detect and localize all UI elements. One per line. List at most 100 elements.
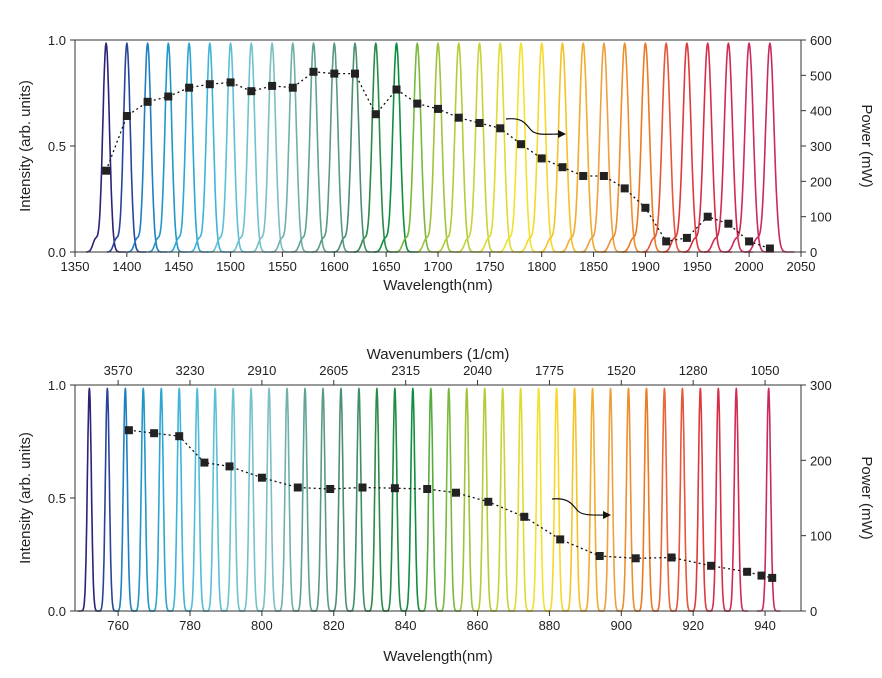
bottom-spectrum-peak: [562, 387, 587, 612]
bottom-y-tick-label: 0.5: [48, 491, 66, 506]
top-x-tick-label: 1350: [61, 259, 90, 274]
top-x-tick-label: 1650: [372, 259, 401, 274]
bottom-spectrum-peak: [166, 387, 192, 612]
bottom-power-point: [423, 485, 432, 493]
bottom-x-tick-label: 900: [610, 618, 632, 633]
top-power-point: [392, 85, 401, 94]
top-power-point: [330, 69, 339, 78]
bottom-spectrum-peak: [688, 387, 713, 612]
bottom-x2-tick-label: 1520: [607, 363, 636, 378]
top-spectrum-peak: [250, 42, 294, 253]
top-spectrum-peak: [271, 42, 315, 253]
bottom-axes: 760 780 800 820 840 860 880 900 920 940 0.0 0.5 1.0 0…: [48, 363, 832, 633]
bottom-x2-tick-label: 1775: [535, 363, 564, 378]
bottom-spectrum-peak: [580, 387, 605, 612]
top-y2-tick-label: 100: [810, 210, 832, 225]
bottom-power-point: [175, 432, 184, 441]
top-x-tick-label: 1700: [424, 259, 453, 274]
bottom-spectra-traces: [77, 387, 781, 612]
bottom-spectrum-peak: [202, 387, 228, 612]
bottom-power-point: [743, 567, 752, 576]
top-y2-tick-label: 400: [810, 104, 832, 119]
top-power-point: [288, 83, 297, 92]
top-y-tick-label: 0.5: [48, 139, 66, 154]
top-x-tick-label: 1800: [527, 259, 556, 274]
top-y-tick-label: 0.0: [48, 245, 66, 260]
bottom-spectrum-peak: [95, 387, 120, 612]
bottom-spectrum-peak: [400, 387, 426, 612]
bottom-spectrum-peak: [238, 387, 264, 612]
top-x-tick-label: 1850: [579, 259, 608, 274]
top-power-point: [454, 113, 463, 122]
top-x-tick-label: 1500: [216, 259, 245, 274]
top-power-point: [205, 80, 214, 89]
top-x-tick-label: 2050: [787, 259, 816, 274]
top-power-point: [579, 172, 588, 180]
bottom-x2-axis-label: Wavenumbers (1/cm): [367, 346, 510, 363]
top-power-point: [309, 67, 318, 76]
bottom-spectrum-peak: [184, 387, 210, 612]
bottom-x-tick-label: 800: [251, 618, 273, 633]
top-power-point: [745, 237, 754, 246]
top-power-point: [351, 69, 359, 78]
top-power-point: [434, 104, 442, 113]
bottom-power-point: [293, 483, 302, 492]
bottom-power-point: [150, 429, 159, 438]
bottom-x2-tick-label: 2605: [319, 363, 348, 378]
bottom-y2-axis-label: Power (mW): [858, 456, 875, 539]
top-y2-tick-label: 500: [810, 68, 832, 83]
top-y2-tick-label: 0: [810, 245, 817, 260]
bottom-spectrum-peak: [220, 387, 246, 612]
bottom-spectrum-peak: [706, 387, 731, 612]
bottom-power-point: [707, 561, 716, 570]
top-x-axis-label: Wavelength(nm): [383, 277, 492, 294]
bottom-y-tick-label: 1.0: [48, 378, 66, 393]
top-y2-tick-label: 200: [810, 174, 832, 189]
top-y2-tick-label: 300: [810, 139, 832, 154]
top-x-tick-label: 1450: [164, 259, 193, 274]
top-power-point: [475, 119, 484, 127]
bottom-spectrum-peak: [131, 387, 156, 612]
top-panel: 1350 1400 1450 1500 1550 1600 1650 1700 1750 1800…: [17, 33, 875, 294]
top-x-tick-label: 1750: [475, 259, 504, 274]
bottom-spectrum-peak: [310, 387, 336, 612]
top-x-tick-label: 1600: [320, 259, 349, 274]
bottom-spectrum-peak: [382, 387, 408, 612]
top-power-point: [620, 184, 629, 193]
bottom-spectrum-peak: [148, 387, 174, 612]
top-x-tick-label: 2000: [735, 259, 764, 274]
bottom-x2-tick-label: 2315: [391, 363, 420, 378]
top-power-point: [641, 203, 650, 212]
bottom-x2-tick-label: 1050: [751, 363, 780, 378]
top-spectrum-peak: [374, 42, 419, 253]
bottom-spectrum-peak: [328, 387, 354, 612]
top-power-point: [682, 233, 691, 242]
top-power-point: [247, 87, 256, 96]
bottom-y2-tick-label: 0: [810, 604, 817, 619]
top-x-tick-label: 1400: [112, 259, 141, 274]
bottom-spectrum-peak: [346, 387, 372, 612]
bottom-spectrum-peak: [364, 387, 390, 612]
bottom-x-axis-label: Wavelength(nm): [383, 648, 492, 665]
top-power-point: [413, 99, 422, 108]
bottom-power-point: [257, 473, 266, 482]
top-power-point: [599, 172, 608, 180]
bottom-x2-tick-label: 2040: [463, 363, 492, 378]
bottom-spectrum-peak: [256, 387, 282, 612]
bottom-power-series: [124, 426, 777, 582]
bottom-spectrum-peak: [418, 387, 444, 612]
bottom-power-point: [595, 552, 604, 560]
top-spectrum-peak: [353, 42, 398, 253]
bottom-x-tick-label: 920: [682, 618, 704, 633]
bottom-x-tick-label: 780: [179, 618, 201, 633]
top-power-point: [558, 163, 567, 172]
bottom-spectrum-peak: [508, 387, 533, 612]
bottom-spectrum-peak: [724, 387, 749, 612]
top-y2-axis-label: Power (mW): [858, 104, 875, 187]
top-power-series: [102, 67, 774, 253]
top-spectrum-peak: [394, 42, 440, 253]
top-x-tick-label: 1900: [631, 259, 660, 274]
bottom-power-point: [390, 484, 399, 493]
bottom-spectrum-peak: [634, 387, 659, 612]
